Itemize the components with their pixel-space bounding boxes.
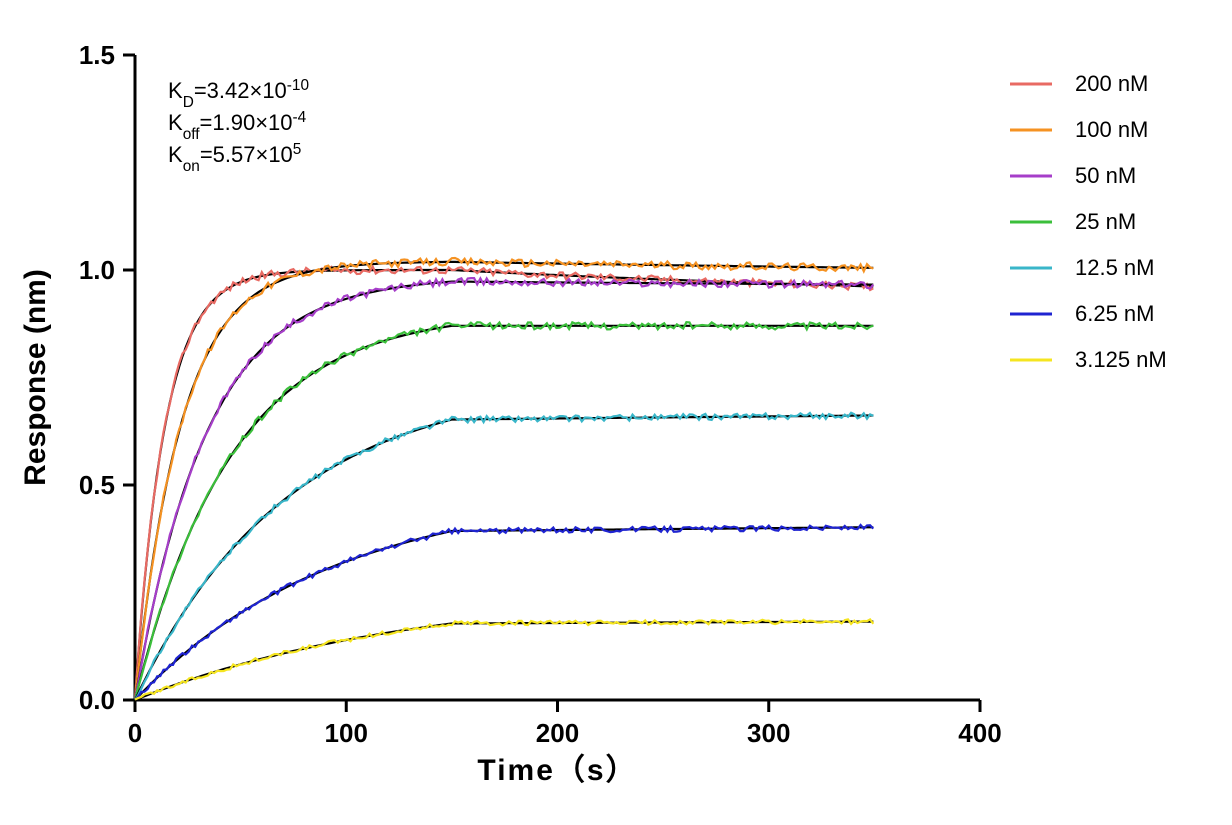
- y-tick-label: 0.0: [79, 685, 115, 715]
- legend-label: 12.5 nM: [1075, 255, 1155, 280]
- legend-label: 200 nM: [1075, 71, 1148, 96]
- fit-curve: [135, 416, 873, 701]
- series-line: [135, 525, 873, 700]
- binding-kinetics-chart: 0 100 200 300 400 0.0 0.5 1.0 1.5 Time（s） Response…: [0, 0, 1232, 825]
- fit-curve: [135, 282, 873, 700]
- y-tick-label: 1.5: [79, 40, 115, 70]
- kinetics-label: Koff=1.90×10-4: [168, 109, 307, 143]
- series-line: [135, 322, 873, 700]
- fit-curve: [135, 622, 873, 701]
- legend-label: 3.125 nM: [1075, 347, 1167, 372]
- x-tick-label: 200: [536, 718, 579, 748]
- legend-label: 6.25 nM: [1075, 301, 1155, 326]
- x-tick-label: 400: [958, 718, 1001, 748]
- x-tick-label: 300: [747, 718, 790, 748]
- fit-curve: [135, 326, 873, 700]
- series-line: [135, 619, 873, 699]
- series-line: [135, 413, 873, 700]
- x-tick-label: 0: [128, 718, 142, 748]
- y-tick-label: 0.5: [79, 470, 115, 500]
- legend-label: 100 nM: [1075, 117, 1148, 142]
- series-line: [135, 278, 873, 699]
- y-axis-title: Response (nm): [19, 269, 52, 486]
- kinetics-label: Kon=5.57×105: [168, 141, 301, 175]
- fit-curve: [135, 270, 873, 700]
- fit-curve: [135, 527, 873, 700]
- series-line: [135, 258, 873, 700]
- legend-label: 25 nM: [1075, 209, 1136, 234]
- x-tick-label: 100: [325, 718, 368, 748]
- y-tick-label: 1.0: [79, 255, 115, 285]
- x-axis-title: Time（s）: [477, 753, 637, 787]
- series-line: [135, 267, 873, 699]
- kinetics-label: KD=3.42×10-10: [168, 77, 309, 111]
- legend-label: 50 nM: [1075, 163, 1136, 188]
